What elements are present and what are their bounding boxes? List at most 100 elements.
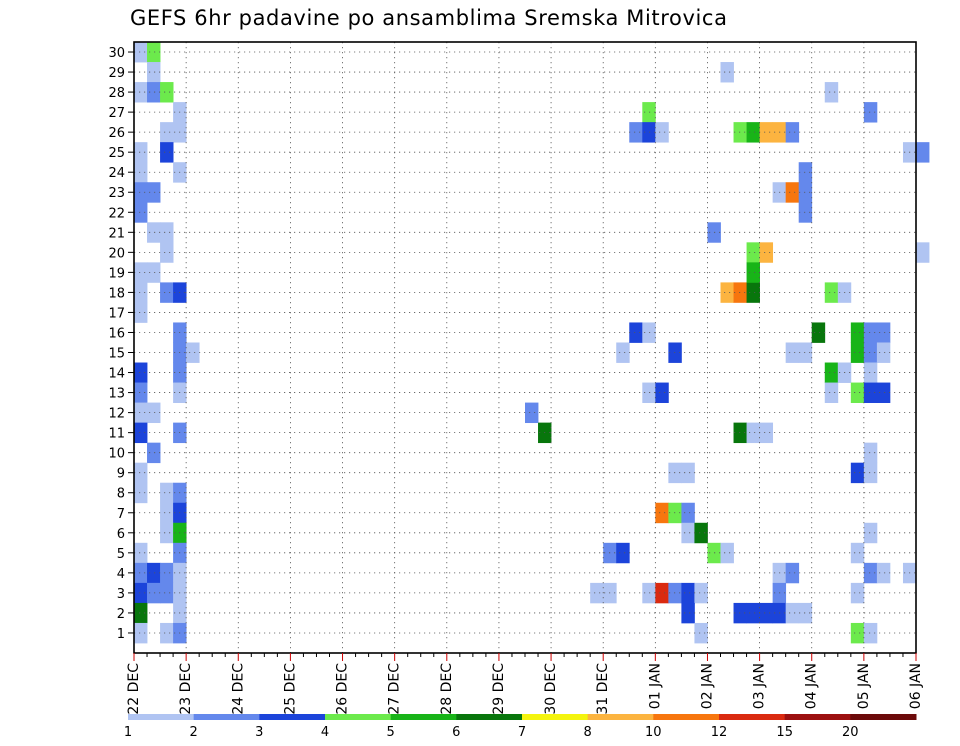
precip-cell [147, 82, 161, 103]
y-tick-label: 17 [108, 306, 125, 321]
precip-cell [824, 362, 839, 383]
precip-cell [720, 62, 734, 83]
precip-cell [798, 202, 813, 223]
precip-cell [720, 282, 734, 303]
y-tick-label: 10 [108, 447, 125, 462]
x-tick-label: 05 JAN [856, 663, 872, 709]
precip-cell [681, 462, 695, 484]
legend-swatch [850, 714, 917, 720]
y-tick-label: 1 [117, 627, 125, 642]
precip-cell [824, 82, 839, 103]
legend-swatch [128, 714, 195, 720]
precip-cell [850, 622, 865, 644]
y-tick-label: 2 [117, 607, 125, 622]
legend-label: 4 [321, 725, 329, 740]
precip-cell [134, 542, 148, 564]
precip-cell [798, 602, 813, 624]
precip-cell [134, 42, 148, 63]
legend-label: 12 [711, 725, 728, 740]
legend-swatch [193, 714, 260, 720]
precip-cell [759, 242, 774, 263]
precip-cell [694, 522, 708, 544]
x-tick-label: 29 DEC [491, 663, 507, 715]
precip-cell [134, 582, 148, 604]
precip-cell [876, 382, 891, 403]
precip-cell [160, 622, 174, 644]
precip-cell [824, 282, 839, 303]
legend-label: 7 [518, 725, 526, 740]
precip-cell [134, 202, 148, 223]
precip-cell [147, 262, 161, 283]
legend-swatch [784, 714, 851, 720]
x-tick-label: 24 DEC [230, 663, 246, 715]
precip-cell [655, 382, 669, 403]
precip-cell [134, 362, 148, 383]
x-tick-label: 31 DEC [595, 663, 611, 715]
precip-cell [681, 502, 695, 524]
precip-cell [147, 402, 161, 424]
precip-cell [134, 382, 148, 403]
precip-cell [916, 142, 930, 163]
precip-cell [590, 582, 604, 604]
y-tick-label: 11 [108, 427, 125, 442]
precip-cell [134, 262, 148, 283]
precip-cell [746, 242, 760, 263]
precip-cell [733, 122, 747, 143]
precip-cell [147, 62, 161, 83]
y-tick-label: 22 [108, 206, 125, 221]
precip-cell [733, 282, 747, 303]
precip-cell [147, 442, 161, 464]
precip-cell [694, 582, 708, 604]
precip-cell [655, 502, 669, 524]
y-tick-label: 30 [108, 46, 125, 61]
legend-label: 6 [452, 725, 460, 740]
y-tick-label: 5 [117, 547, 125, 562]
precip-cell [134, 482, 148, 504]
legend-label: 20 [842, 725, 859, 740]
precip-cell [876, 342, 891, 363]
precip-cell [785, 122, 800, 143]
y-tick-label: 16 [108, 326, 125, 341]
precip-cell [759, 602, 774, 624]
precip-cell [160, 562, 174, 584]
chart-title: GEFS 6hr padavine po ansamblima Sremska … [130, 6, 728, 30]
precip-cell [759, 122, 774, 143]
precip-cell [147, 562, 161, 584]
legend-swatch [259, 714, 326, 720]
precip-cell [863, 442, 878, 464]
precip-cell [681, 582, 695, 604]
y-tick-label: 7 [117, 507, 125, 522]
precip-cell [850, 542, 865, 564]
precip-cell [720, 542, 734, 564]
x-tick-label: 04 JAN [804, 663, 820, 709]
x-tick-label: 02 JAN [700, 663, 716, 709]
precip-cell [863, 522, 878, 544]
precip-cell [134, 282, 148, 303]
precip-cell [746, 262, 760, 283]
y-tick-label: 25 [108, 146, 125, 161]
precip-cell [134, 602, 148, 624]
precip-cell [186, 342, 200, 363]
precip-cell [863, 342, 878, 363]
precip-cell [785, 562, 800, 584]
x-tick-label: 03 JAN [752, 663, 768, 709]
precip-cell [629, 322, 643, 343]
y-tick-label: 4 [117, 567, 125, 582]
y-tick-label: 9 [117, 467, 125, 482]
precip-cell [863, 462, 878, 484]
x-tick-label: 23 DEC [178, 663, 194, 715]
legend-swatch [390, 714, 457, 720]
y-tick-label: 29 [108, 66, 125, 81]
y-tick-label: 18 [108, 286, 125, 301]
precip-cell [798, 342, 813, 363]
precip-cell [134, 462, 148, 484]
precip-cell [785, 182, 800, 203]
precip-cell [850, 322, 865, 343]
precip-cell [876, 562, 891, 584]
precip-cell [681, 602, 695, 624]
y-tick-label: 21 [108, 226, 125, 241]
precip-cell [785, 602, 800, 624]
precip-cell [798, 182, 813, 203]
precip-cell [160, 222, 174, 243]
precip-cell [160, 242, 174, 263]
